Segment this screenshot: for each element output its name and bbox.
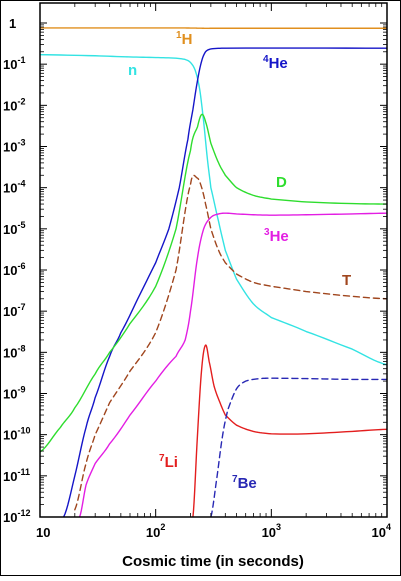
series-label-n: n <box>128 62 137 79</box>
y-tick-label: 1 <box>9 16 16 31</box>
x-tick-label: 10 <box>36 525 50 540</box>
series-label-t: T <box>342 272 351 289</box>
series-label-d: D <box>276 174 287 191</box>
x-axis-title: Cosmic time (in seconds) <box>122 553 304 570</box>
